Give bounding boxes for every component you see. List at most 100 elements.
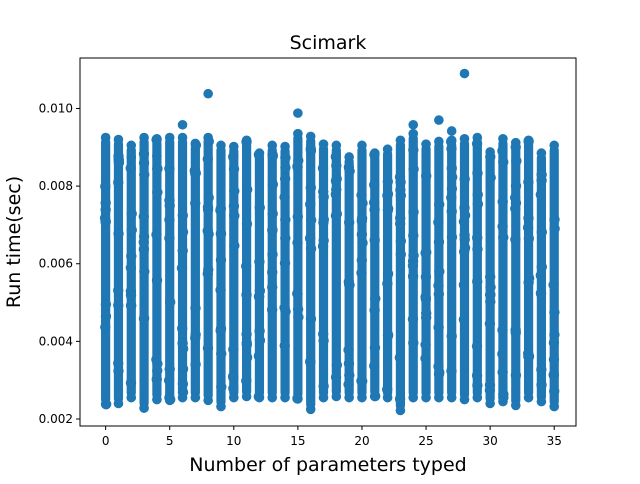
data-point [100, 216, 111, 228]
data-point [434, 136, 444, 147]
data-point [535, 288, 547, 299]
data-point [139, 266, 150, 277]
data-point [420, 271, 432, 283]
data-point [330, 151, 341, 162]
data-point [498, 392, 509, 403]
data-point [356, 267, 367, 279]
data-point [113, 300, 124, 311]
data-point [536, 148, 547, 158]
data-point [344, 369, 355, 381]
data-point [279, 173, 291, 184]
point-column [152, 138, 162, 400]
data-point [190, 303, 201, 314]
data-point [523, 277, 534, 288]
point-column [280, 146, 290, 398]
data-point [548, 354, 560, 365]
data-point [535, 189, 547, 200]
data-point [536, 364, 547, 375]
data-point [113, 177, 124, 188]
data-point [267, 150, 279, 162]
data-point [343, 162, 355, 173]
data-point [100, 321, 111, 333]
data-point [215, 205, 226, 216]
data-point [305, 215, 317, 226]
data-point [138, 231, 150, 242]
data-point [177, 363, 189, 375]
data-point [151, 229, 162, 240]
data-point [229, 240, 240, 251]
data-point [446, 365, 457, 377]
data-point [318, 380, 329, 392]
outlier-point [446, 126, 457, 136]
data-point [498, 133, 508, 144]
data-point [485, 398, 495, 409]
point-column [318, 144, 329, 398]
data-point [458, 279, 470, 291]
data-point [446, 183, 458, 194]
data-point [458, 314, 470, 325]
data-point [318, 217, 329, 228]
data-point [408, 164, 419, 175]
data-point [510, 370, 522, 381]
data-point [241, 136, 252, 148]
data-point [536, 175, 547, 186]
data-point [421, 307, 432, 319]
data-point [408, 392, 419, 403]
data-point [203, 136, 214, 147]
data-point [420, 291, 431, 302]
data-point [343, 358, 355, 369]
data-point [394, 393, 406, 405]
data-point [113, 358, 124, 369]
data-point [548, 370, 560, 381]
data-point [190, 392, 201, 403]
data-point [279, 191, 290, 203]
data-point [549, 214, 560, 225]
data-point [498, 232, 509, 243]
data-point [241, 337, 252, 348]
chart-title: Scimark [290, 32, 367, 54]
data-point [177, 210, 188, 221]
data-point [549, 140, 560, 151]
data-point [497, 196, 508, 207]
data-point [369, 342, 381, 353]
x-tick-label: 0 [102, 434, 110, 448]
data-point [497, 145, 508, 157]
data-point [382, 329, 394, 340]
data-point [420, 339, 431, 350]
data-point [446, 163, 457, 174]
data-point [485, 172, 496, 183]
data-point [202, 153, 214, 165]
data-point [382, 268, 394, 280]
x-tick-label: 10 [226, 434, 241, 448]
data-point [407, 271, 419, 282]
data-point [394, 352, 406, 363]
data-point [408, 230, 419, 241]
data-point [536, 261, 547, 273]
data-point [113, 398, 124, 409]
data-point [292, 393, 303, 404]
data-point [254, 335, 266, 346]
data-point [382, 278, 393, 289]
data-point [165, 394, 176, 405]
data-point [510, 180, 522, 192]
data-point [138, 148, 150, 160]
data-point [203, 192, 214, 203]
data-point [254, 325, 265, 337]
data-point [433, 236, 445, 248]
data-point [421, 139, 431, 149]
data-point [100, 132, 111, 143]
data-point [330, 371, 342, 383]
data-point [369, 390, 381, 402]
data-point [163, 375, 175, 386]
data-point [472, 380, 483, 391]
data-point [369, 305, 380, 316]
outlier-point [434, 115, 444, 125]
data-point [267, 140, 278, 151]
data-point [331, 391, 342, 402]
data-point [549, 386, 560, 397]
data-point [253, 149, 265, 160]
data-point [113, 365, 124, 377]
data-point [280, 152, 291, 163]
data-point [330, 210, 342, 221]
data-point [280, 232, 291, 244]
